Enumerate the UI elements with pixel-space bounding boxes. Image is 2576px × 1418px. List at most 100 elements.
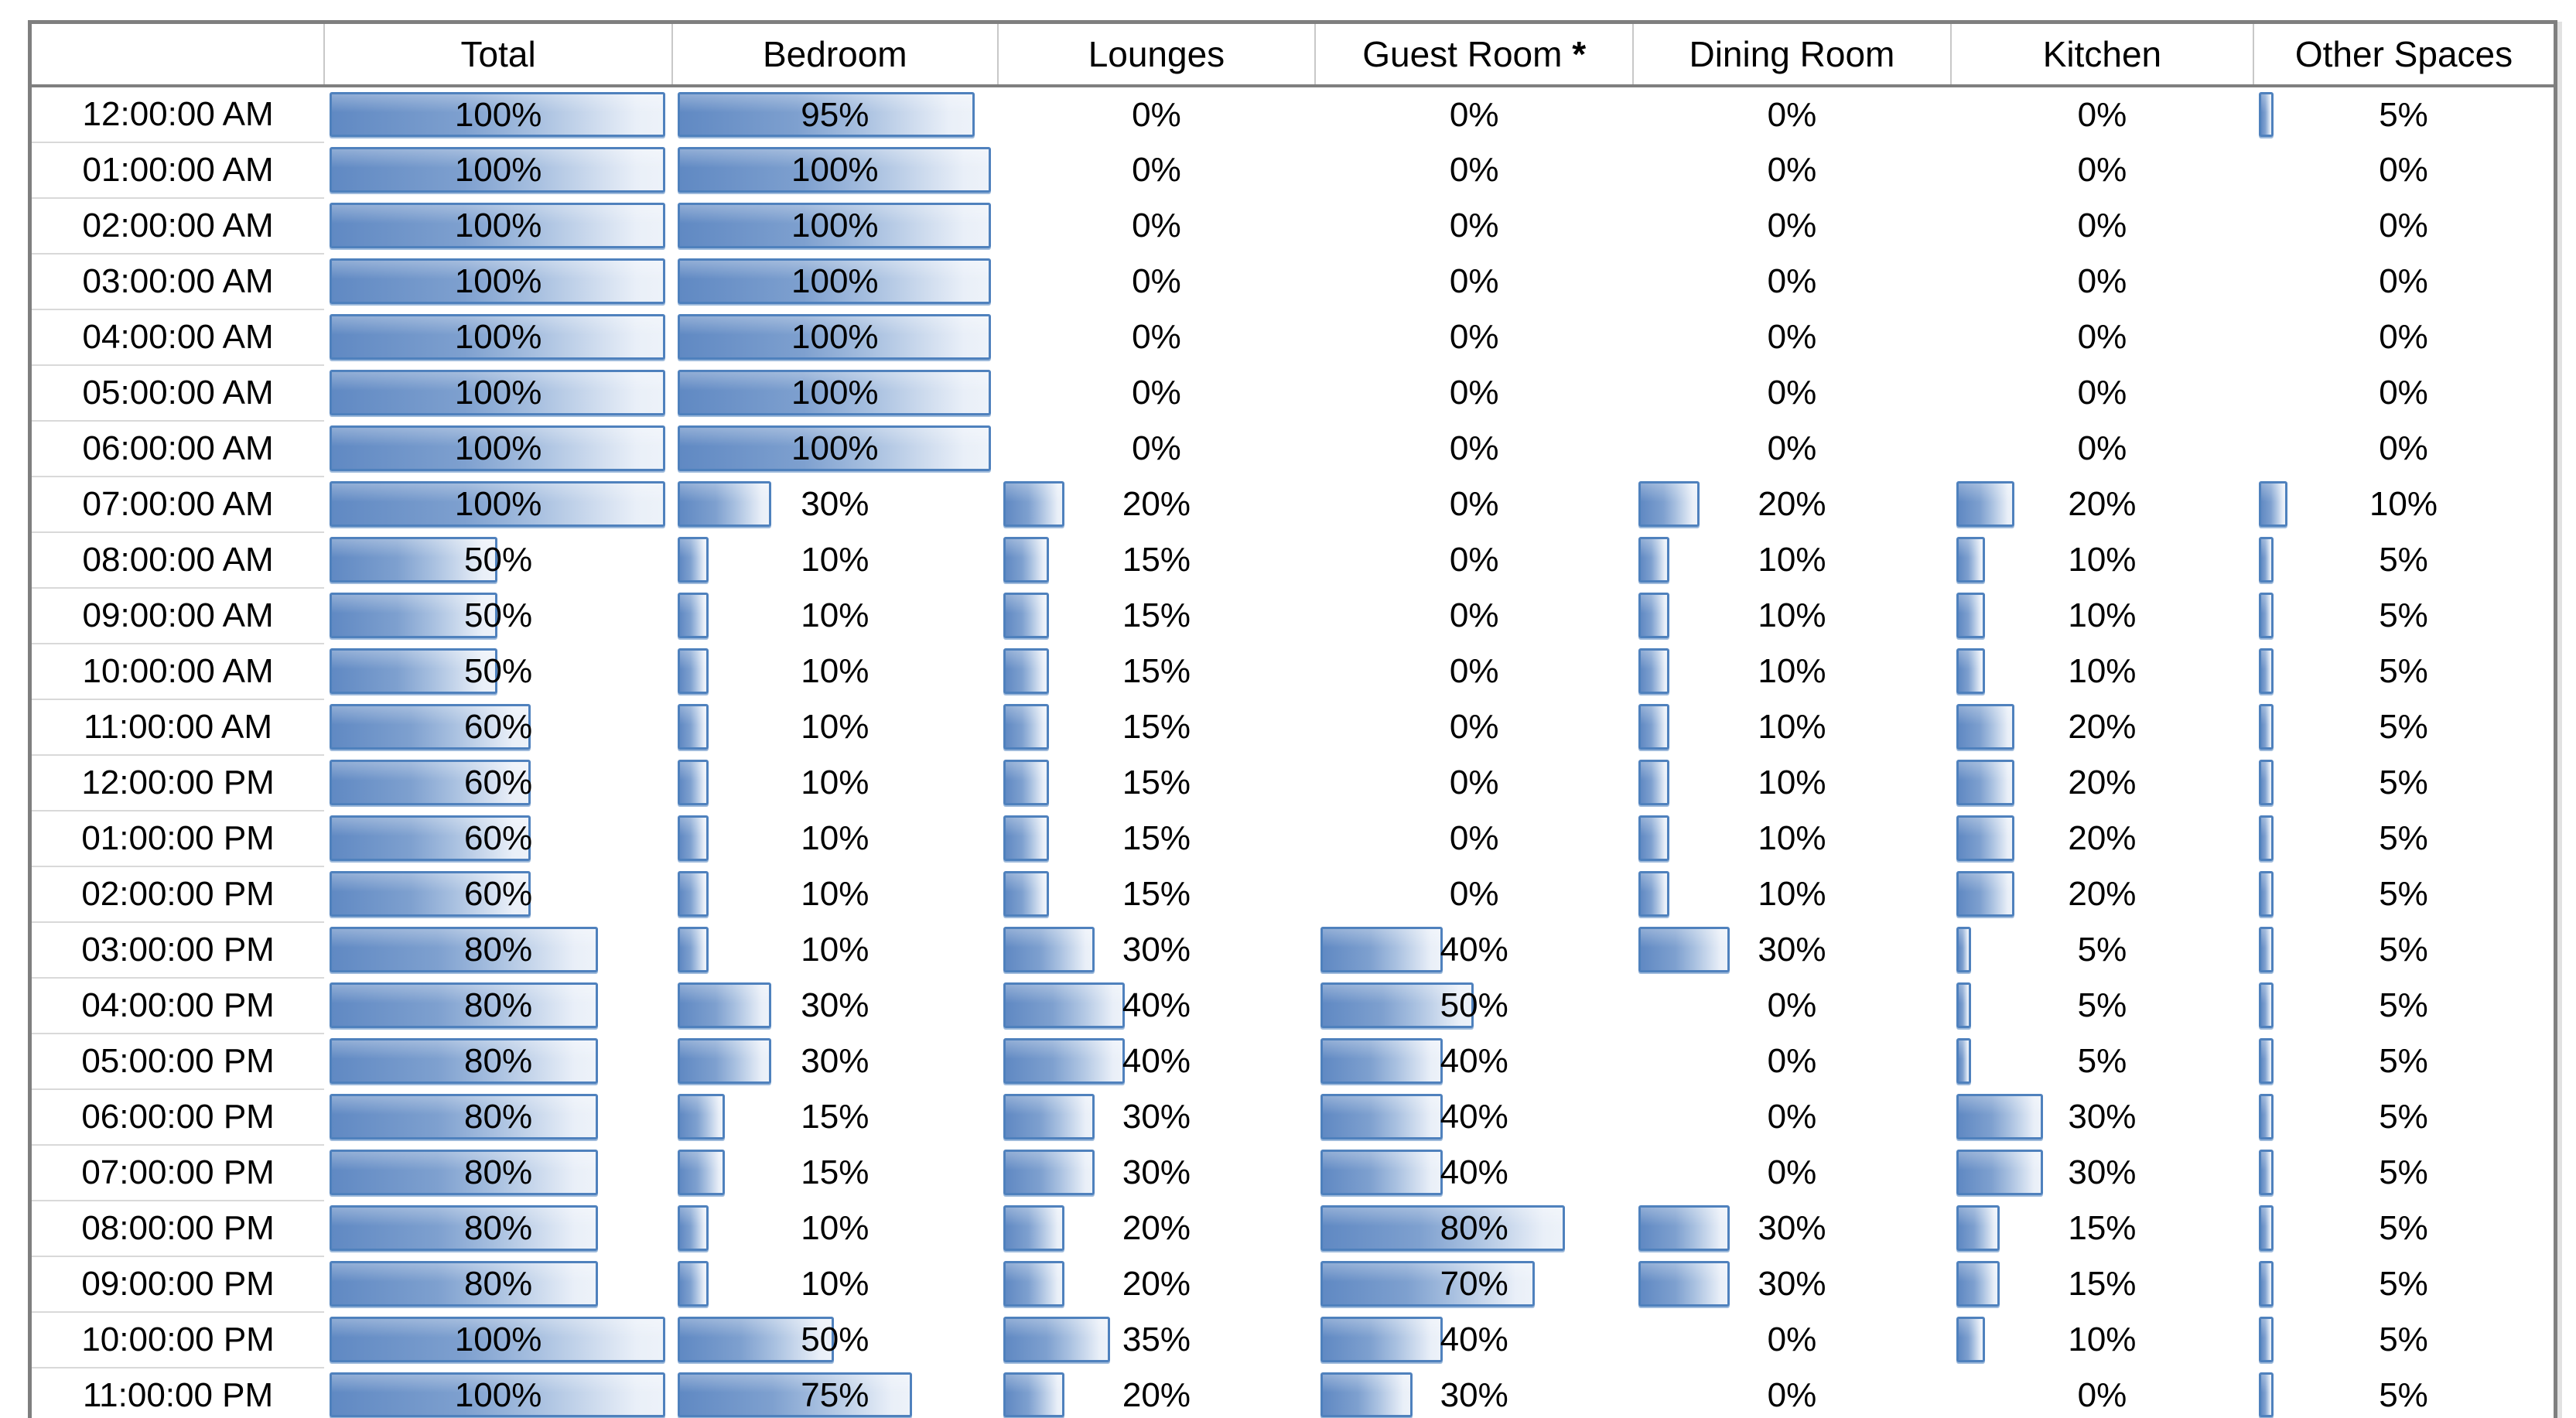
value-cell[interactable]: 0% [998, 198, 1316, 254]
value-cell[interactable]: 20% [998, 477, 1316, 532]
value-cell[interactable]: 100% [324, 1312, 672, 1368]
value-cell[interactable]: 10% [672, 866, 998, 922]
column-header[interactable]: Lounges [996, 24, 1316, 87]
value-cell[interactable]: 100% [672, 365, 998, 421]
value-cell[interactable]: 5% [2253, 532, 2554, 588]
value-cell[interactable]: 0% [1951, 1368, 2253, 1418]
value-cell[interactable]: 0% [1633, 254, 1951, 309]
value-cell[interactable]: 10% [1951, 644, 2253, 699]
value-cell[interactable]: 0% [1951, 254, 2253, 309]
value-cell[interactable]: 0% [998, 142, 1316, 198]
value-cell[interactable]: 80% [324, 1034, 672, 1089]
value-cell[interactable]: 15% [998, 532, 1316, 588]
value-cell[interactable]: 60% [324, 866, 672, 922]
value-cell[interactable]: 0% [1633, 198, 1951, 254]
value-cell[interactable]: 15% [672, 1145, 998, 1201]
value-cell[interactable]: 100% [672, 421, 998, 477]
value-cell[interactable]: 20% [998, 1201, 1316, 1256]
row-time-cell[interactable]: 11:00:00 PM [82, 1376, 274, 1414]
value-cell[interactable]: 40% [1315, 1089, 1633, 1145]
value-cell[interactable]: 20% [1951, 477, 2253, 532]
value-cell[interactable]: 15% [1951, 1201, 2253, 1256]
value-cell[interactable]: 100% [672, 142, 998, 198]
row-time-cell[interactable]: 05:00:00 AM [32, 365, 325, 422]
value-cell[interactable]: 40% [1315, 1312, 1633, 1368]
value-cell[interactable]: 5% [2253, 866, 2554, 922]
value-cell[interactable]: 10% [672, 532, 998, 588]
row-time-cell[interactable]: 03:00:00 PM [32, 922, 325, 979]
value-cell[interactable]: 0% [2253, 198, 2554, 254]
value-cell[interactable]: 10% [2253, 477, 2554, 532]
value-cell[interactable]: 10% [1633, 866, 1951, 922]
row-time-cell[interactable]: 02:00:00 PM [32, 866, 325, 923]
value-cell[interactable]: 80% [324, 1089, 672, 1145]
value-cell[interactable]: 0% [1315, 811, 1633, 866]
value-cell[interactable]: 0% [1315, 142, 1633, 198]
value-cell[interactable]: 30% [672, 978, 998, 1034]
value-cell[interactable]: 0% [2253, 421, 2554, 477]
value-cell[interactable]: 10% [672, 755, 998, 811]
value-cell[interactable]: 5% [2253, 1034, 2554, 1089]
value-cell[interactable]: 20% [998, 1368, 1316, 1418]
value-cell[interactable]: 5% [2253, 1312, 2554, 1368]
value-cell[interactable]: 0% [1315, 866, 1633, 922]
value-cell[interactable]: 40% [1315, 1034, 1633, 1089]
value-cell[interactable]: 0% [998, 254, 1316, 309]
value-cell[interactable]: 0% [2253, 309, 2554, 365]
value-cell[interactable]: 0% [1315, 421, 1633, 477]
value-cell[interactable]: 0% [1315, 477, 1633, 532]
value-cell[interactable]: 0% [1951, 198, 2253, 254]
value-cell[interactable]: 5% [2253, 588, 2554, 644]
value-cell[interactable]: 80% [324, 1145, 672, 1201]
value-cell[interactable]: 80% [324, 922, 672, 978]
value-cell[interactable]: 30% [998, 1089, 1316, 1145]
value-cell[interactable]: 60% [324, 811, 672, 866]
value-cell[interactable]: 0% [2253, 254, 2554, 309]
row-time-cell[interactable]: 04:00:00 PM [32, 978, 325, 1034]
value-cell[interactable]: 30% [1315, 1368, 1633, 1418]
value-cell[interactable]: 15% [998, 811, 1316, 866]
value-cell[interactable]: 10% [1633, 532, 1951, 588]
column-header[interactable]: Kitchen [1949, 24, 2253, 87]
value-cell[interactable]: 10% [1633, 755, 1951, 811]
value-cell[interactable]: 5% [2253, 1145, 2554, 1201]
row-time-cell[interactable]: 01:00:00 PM [32, 811, 325, 867]
value-cell[interactable]: 0% [1633, 309, 1951, 365]
value-cell[interactable]: 100% [324, 1368, 672, 1418]
value-cell[interactable]: 0% [1951, 309, 2253, 365]
value-cell[interactable]: 20% [1951, 699, 2253, 755]
value-cell[interactable]: 15% [998, 866, 1316, 922]
value-cell[interactable]: 0% [1315, 198, 1633, 254]
value-cell[interactable]: 5% [2253, 1256, 2554, 1312]
value-cell[interactable]: 10% [1633, 699, 1951, 755]
value-cell[interactable]: 100% [324, 142, 672, 198]
value-cell[interactable]: 30% [998, 922, 1316, 978]
value-cell[interactable]: 5% [1951, 922, 2253, 978]
column-header[interactable]: Dining Room [1632, 24, 1951, 87]
value-cell[interactable]: 5% [2253, 699, 2554, 755]
value-cell[interactable]: 15% [998, 644, 1316, 699]
value-cell[interactable]: 50% [672, 1312, 998, 1368]
row-time-cell[interactable]: 07:00:00 PM [32, 1145, 325, 1201]
value-cell[interactable]: 70% [1315, 1256, 1633, 1312]
value-cell[interactable]: 100% [672, 309, 998, 365]
value-cell[interactable]: 20% [1633, 477, 1951, 532]
value-cell[interactable]: 50% [324, 588, 672, 644]
row-time-cell[interactable]: 11:00:00 AM [32, 699, 325, 756]
value-cell[interactable]: 50% [324, 532, 672, 588]
value-cell[interactable]: 100% [324, 309, 672, 365]
value-cell[interactable]: 100% [324, 254, 672, 309]
value-cell[interactable]: 0% [998, 421, 1316, 477]
value-cell[interactable]: 100% [672, 254, 998, 309]
value-cell[interactable]: 30% [1951, 1089, 2253, 1145]
row-time-cell[interactable]: 01:00:00 AM [32, 142, 325, 199]
value-cell[interactable]: 30% [998, 1145, 1316, 1201]
value-cell[interactable]: 10% [672, 922, 998, 978]
row-time-cell[interactable]: 03:00:00 AM [32, 254, 325, 310]
value-cell[interactable]: 0% [1633, 142, 1951, 198]
row-time-cell[interactable]: 08:00:00 AM [32, 532, 325, 589]
value-cell[interactable]: 30% [1633, 922, 1951, 978]
value-cell[interactable]: 0% [1315, 644, 1633, 699]
value-cell[interactable]: 80% [324, 978, 672, 1034]
value-cell[interactable]: 0% [1633, 421, 1951, 477]
